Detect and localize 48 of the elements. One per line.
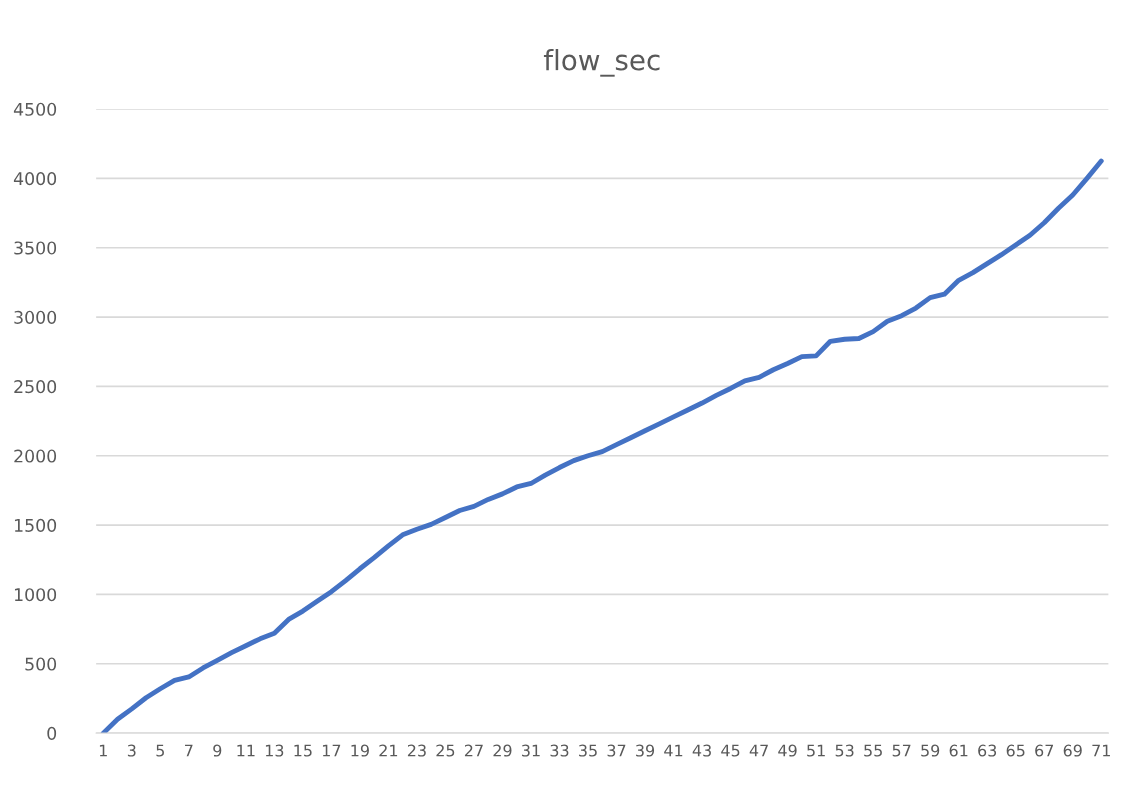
- x-tick-label: 23: [407, 744, 426, 757]
- x-tick-label: 25: [436, 744, 455, 757]
- x-tick-label: 31: [522, 744, 540, 757]
- y-tick-label: 500: [25, 657, 57, 671]
- x-tick-label: 29: [493, 744, 512, 757]
- x-tick-label: 61: [949, 744, 968, 757]
- y-tick-label: 0: [47, 726, 57, 740]
- x-tick-label: 1: [99, 744, 107, 757]
- x-tick-label: 53: [835, 744, 854, 757]
- x-tick-label: 67: [1035, 744, 1054, 757]
- x-tick-label: 7: [185, 744, 193, 757]
- x-tick-label: 11: [237, 744, 255, 757]
- x-tick-label: 5: [156, 744, 164, 757]
- x-tick-label: 41: [664, 744, 683, 757]
- y-tick-label: 4500: [13, 102, 57, 116]
- x-tick-label: 49: [778, 744, 797, 757]
- line-series: [100, 158, 1104, 734]
- x-tick-label: 69: [1063, 744, 1082, 757]
- x-tick-label: 47: [749, 744, 768, 757]
- y-tick-label: 1000: [14, 588, 57, 602]
- x-tick-label: 51: [807, 744, 825, 757]
- y-tick-label: 1500: [14, 518, 57, 532]
- chart-title: flow_sec: [543, 49, 660, 77]
- x-tick-label: 39: [636, 744, 655, 757]
- y-tick-label: 4000: [13, 172, 57, 186]
- x-tick-label: 45: [721, 744, 740, 757]
- x-tick-label: 59: [921, 744, 940, 757]
- y-tick-label: 2500: [14, 380, 57, 394]
- x-tick-label: 33: [550, 744, 569, 757]
- x-tick-label: 19: [351, 744, 369, 757]
- x-tick-label: 21: [379, 744, 398, 757]
- x-tick-label: 71: [1092, 744, 1110, 757]
- x-tick-label: 63: [978, 744, 997, 757]
- x-tick-label: 65: [1006, 744, 1025, 757]
- x-tick-label: 3: [127, 744, 136, 757]
- x-tick-label: 57: [892, 744, 911, 757]
- x-tick-label: 15: [294, 744, 312, 757]
- x-tick-label: 17: [322, 744, 341, 757]
- x-tick-label: 27: [464, 744, 483, 757]
- x-tick-label: 13: [265, 744, 284, 757]
- x-tick-label: 43: [692, 744, 711, 757]
- x-tick-label: 35: [579, 744, 597, 757]
- x-tick-label: 9: [213, 744, 222, 757]
- y-tick-label: 3000: [14, 310, 57, 324]
- y-tick-label: 3500: [14, 241, 57, 255]
- y-tick-label: 2000: [14, 449, 57, 463]
- x-tick-label: 37: [607, 744, 626, 757]
- x-tick-label: 55: [864, 744, 882, 757]
